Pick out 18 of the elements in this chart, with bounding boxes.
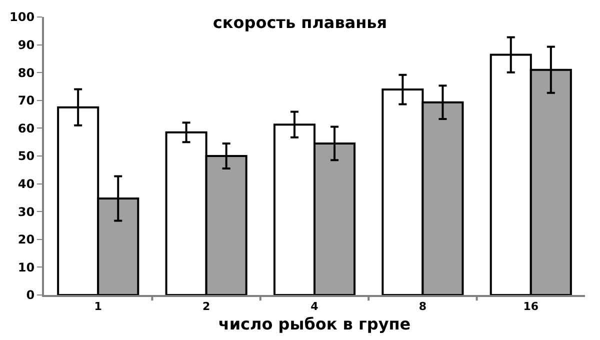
x-tick-label: 2 bbox=[202, 300, 210, 314]
y-tick-label: 70 bbox=[18, 94, 35, 108]
y-tick-label: 0 bbox=[26, 288, 35, 302]
y-tick-label: 40 bbox=[18, 177, 35, 191]
y-tick-label: 100 bbox=[10, 10, 35, 24]
x-axis-title: число рыбок в групе bbox=[218, 314, 411, 334]
x-tick-label: 16 bbox=[523, 300, 539, 314]
y-tick-label: 30 bbox=[18, 204, 35, 219]
y-tick-label: 50 bbox=[18, 149, 35, 164]
y-tick-label: 90 bbox=[18, 38, 35, 52]
chart-title: скорость плаванья bbox=[212, 13, 388, 32]
x-tick-label: 1 bbox=[94, 300, 102, 314]
y-tick-label: 20 bbox=[18, 232, 35, 247]
y-tick-label: 60 bbox=[18, 121, 35, 136]
y-tick-label: 80 bbox=[18, 66, 35, 80]
y-tick-label: 10 bbox=[18, 260, 35, 274]
x-tick-label: 4 bbox=[310, 300, 319, 314]
x-tick-label: 8 bbox=[418, 300, 427, 314]
